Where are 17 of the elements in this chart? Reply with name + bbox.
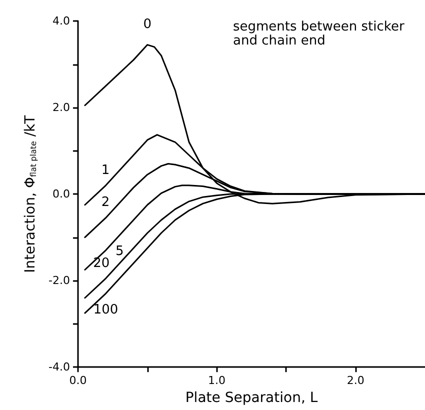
- x-tick-label: 1.0: [208, 374, 226, 388]
- series-label: 1: [101, 162, 110, 178]
- series-label: 5: [116, 244, 124, 260]
- y-tick-label: 2.0: [52, 101, 70, 114]
- y-tick-label: -4.0: [48, 360, 70, 374]
- x-tick-label: 2.0: [346, 374, 364, 388]
- y-tick-label: -2.0: [48, 274, 70, 288]
- series-label: 100: [93, 302, 118, 318]
- y-tick-label: 4.0: [52, 14, 70, 28]
- series-label: 0: [143, 16, 152, 32]
- x-axis-title: Plate Separation, L: [185, 390, 318, 406]
- y-tick-label: 0.0: [52, 188, 70, 201]
- series-label: 2: [101, 195, 110, 210]
- annotation: segments between sticker and chain end: [233, 20, 408, 48]
- y-axis-title: Interaction, Φflat plate /kT: [22, 114, 39, 273]
- x-tick-label: 0.0: [69, 374, 87, 388]
- series-label: 20: [93, 256, 110, 271]
